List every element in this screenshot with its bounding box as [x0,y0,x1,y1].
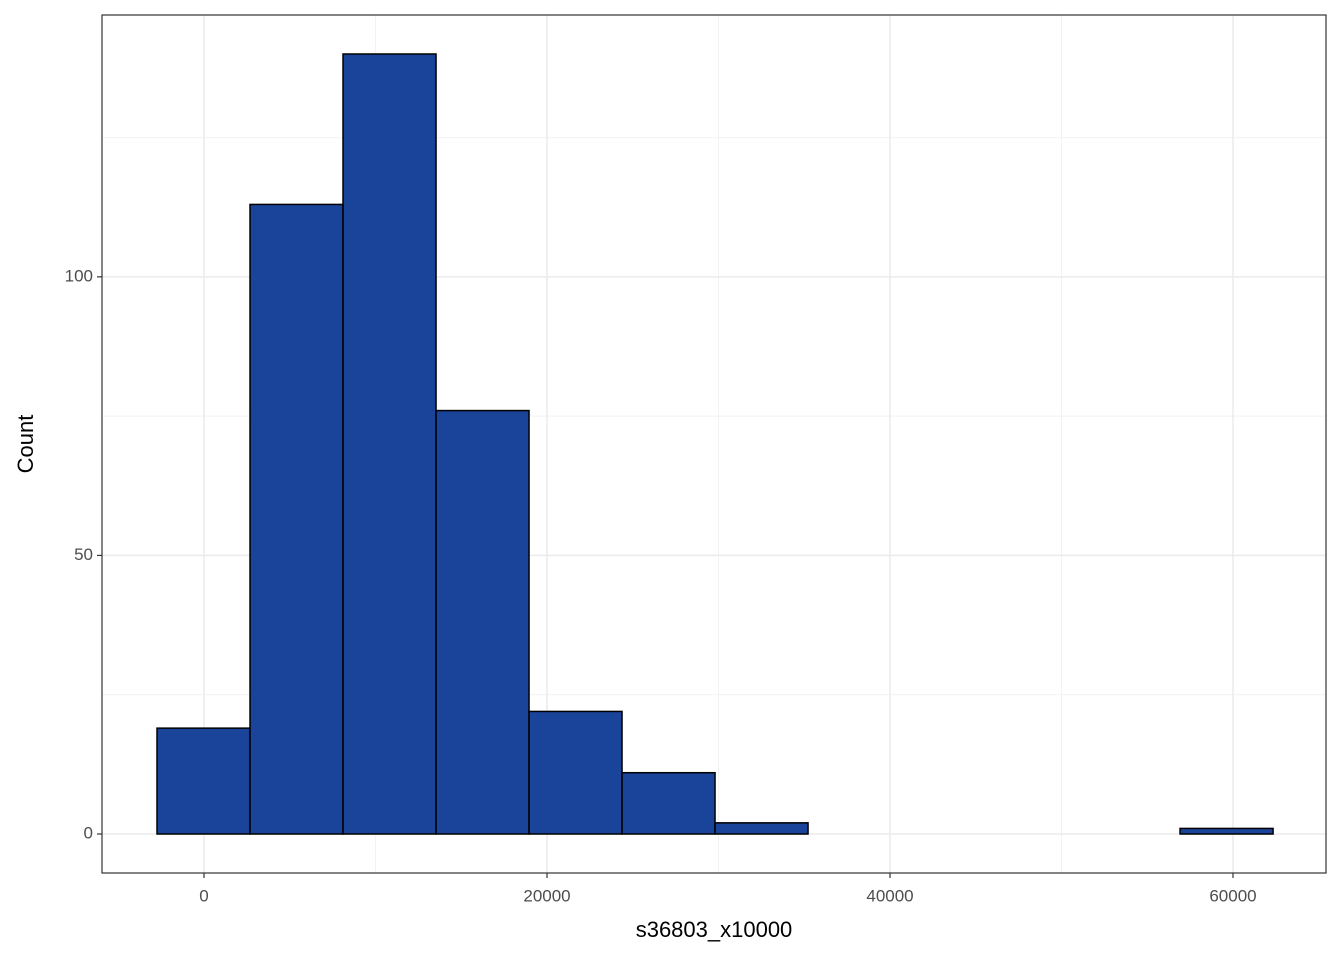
x-tick-label: 20000 [523,886,570,905]
bar [528,710,623,835]
x-axis-title: s36803_x10000 [636,917,793,942]
bar [714,822,809,835]
x-tick-label: 40000 [866,886,913,905]
y-tick-label: 100 [65,266,93,285]
y-tick-label: 50 [74,545,93,564]
bar [156,727,251,835]
bar [435,409,530,835]
y-axis-title: Count [13,415,38,474]
x-tick-label: 0 [199,886,208,905]
panel-border [101,14,1327,874]
x-tick-label: 60000 [1209,886,1256,905]
bar [621,771,716,835]
bar [1179,827,1274,835]
y-tick-label: 0 [84,823,93,842]
bar [249,203,344,835]
bar [342,53,437,835]
